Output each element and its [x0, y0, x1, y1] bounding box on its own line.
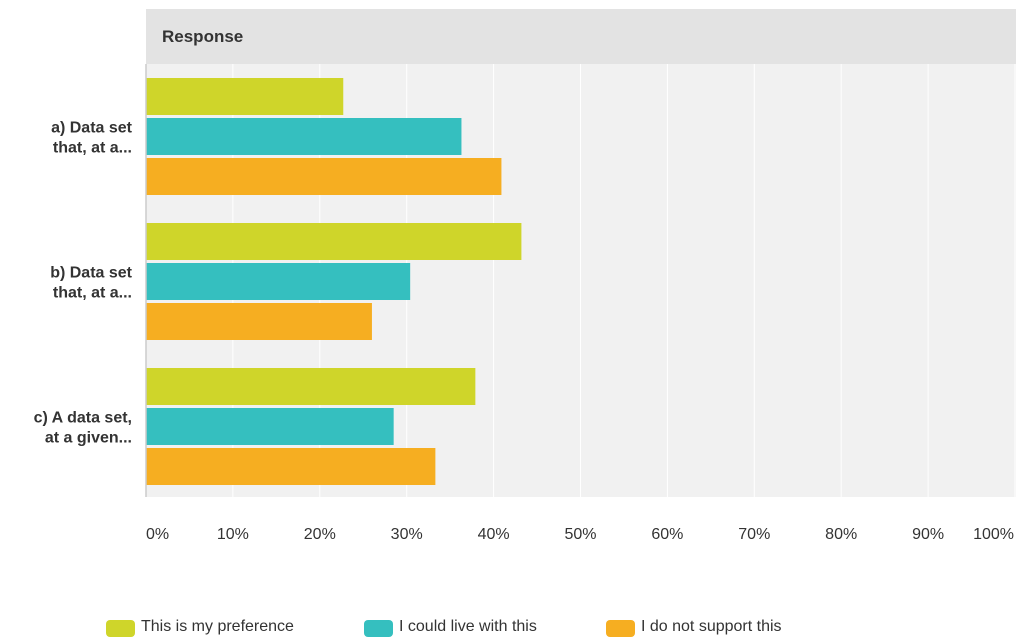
category-label: c) A data set,	[34, 410, 132, 427]
x-tick-labels: 0% 10% 20% 30% 40% 50% 60% 70% 80% 90% 100%	[146, 526, 1014, 543]
x-tick-label: 50%	[564, 526, 596, 543]
legend-swatch	[364, 620, 393, 637]
category-label: that, at a...	[53, 285, 132, 302]
x-tick-label: 40%	[478, 526, 510, 543]
legend-label: This is my preference	[141, 618, 294, 635]
legend-swatch	[106, 620, 135, 637]
bar	[146, 368, 476, 405]
chart-header-label: Response	[162, 27, 243, 46]
legend-label: I do not support this	[641, 618, 782, 635]
chart-header-band	[146, 9, 1016, 64]
x-tick-label: 10%	[217, 526, 249, 543]
bars	[146, 78, 522, 485]
bar	[146, 118, 462, 155]
bar	[146, 158, 502, 195]
x-tick-label: 20%	[304, 526, 336, 543]
x-tick-label: 90%	[912, 526, 944, 543]
legend: This is my preference I could live with t…	[106, 618, 782, 637]
x-tick-label: 80%	[825, 526, 857, 543]
legend-swatch	[606, 620, 635, 637]
x-tick-label: 60%	[651, 526, 683, 543]
category-label: a) Data set	[51, 120, 133, 137]
bar	[146, 448, 436, 485]
bar	[146, 408, 394, 445]
bar	[146, 303, 372, 340]
x-tick-label: 0%	[146, 526, 169, 543]
bar	[146, 263, 411, 300]
category-label: that, at a...	[53, 140, 132, 157]
x-tick-label: 70%	[738, 526, 770, 543]
x-tick-label: 30%	[391, 526, 423, 543]
bar	[146, 223, 522, 260]
category-label: b) Data set	[50, 265, 132, 282]
x-tick-label: 100%	[973, 526, 1014, 543]
bar	[146, 78, 344, 115]
category-labels: a) Data set that, at a... b) Data set that,…	[34, 120, 133, 447]
legend-label: I could live with this	[399, 618, 537, 635]
category-label: at a given...	[45, 430, 132, 447]
